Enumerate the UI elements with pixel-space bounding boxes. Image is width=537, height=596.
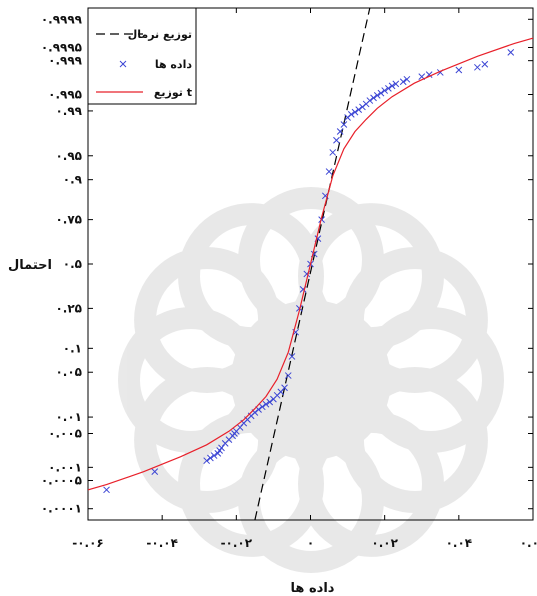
data-point [399, 78, 407, 86]
legend-label: توزیع t [154, 86, 192, 99]
y-tick-label: ۰.۰۱ [55, 410, 82, 424]
data-point [210, 452, 218, 459]
data-point [347, 111, 355, 118]
data-point [207, 454, 214, 462]
data-point [329, 149, 337, 156]
data-point [288, 353, 296, 360]
data-point [370, 94, 377, 102]
y-tick-label: ۰.۷۵ [55, 213, 82, 227]
x-tick-label: -۰.۰۲ [221, 536, 253, 550]
legend-box [87, 7, 197, 105]
data-point [474, 63, 481, 71]
data-point [403, 75, 411, 83]
data-point [103, 486, 110, 494]
y-tick-label: ۰.۹۹۵ [48, 88, 82, 102]
legend-marker [119, 60, 127, 68]
watermark-logo [118, 187, 504, 573]
x-tick-label: ۰.۰۴ [446, 536, 473, 550]
x-axis-label: داده ها [291, 581, 335, 596]
normal-fit-line [254, 8, 371, 520]
data-point [262, 400, 270, 408]
series-layer [88, 8, 533, 520]
data-point [381, 87, 389, 94]
data-point [507, 49, 515, 56]
y-tick-label: ۰.۵ [63, 257, 82, 271]
legend-label: داده ها [155, 58, 192, 71]
y-tick-label: ۰.۲۵ [55, 301, 82, 315]
y-tick-label: ۰.۹۹ [55, 104, 82, 118]
data-point [336, 128, 344, 135]
y-tick-label: ۰.۹۵ [55, 149, 82, 163]
data-point [151, 468, 159, 476]
data-point [284, 372, 292, 379]
y-tick-label: ۰.۰۵ [55, 365, 82, 379]
data-point [385, 85, 392, 92]
x-tick-label: ۰.۰۶ [520, 536, 537, 550]
y-tick-label: ۰.۱ [63, 341, 82, 355]
x-tick-label: ۰.۰۲ [371, 536, 398, 550]
legend: توزیع نرمال داده ها توزیع t [87, 7, 197, 105]
data-point [266, 398, 274, 406]
data-point [203, 457, 211, 465]
data-point [425, 71, 433, 78]
x-tick-label: ۰ [307, 536, 314, 550]
t-fit-line [88, 37, 533, 491]
data-point [281, 384, 288, 392]
data-point [340, 121, 348, 128]
data-point [388, 82, 396, 90]
y-tick-label: ۰.۰۰۱ [48, 460, 82, 474]
y-tick-label: ۰.۹۹۹۹ [41, 12, 83, 26]
data-point [373, 92, 381, 99]
x-tick-label: -۰.۰۶ [72, 536, 104, 550]
data-point [351, 108, 359, 116]
y-tick-label: ۰.۰۰۰۱ [41, 502, 82, 516]
data-point [218, 444, 225, 452]
data-point [366, 97, 374, 104]
data-point [325, 168, 333, 175]
y-tick-label: ۰.۰۰۵ [48, 426, 82, 440]
x-tick-label: -۰.۰۴ [146, 536, 178, 550]
data-point [377, 89, 385, 97]
data-point [392, 80, 400, 88]
data-point [481, 60, 489, 68]
y-axis-label: احتمال [8, 258, 52, 273]
y-tick-label: ۰.۹۹۹ [48, 54, 83, 68]
data-point [355, 106, 363, 114]
data-point [258, 403, 266, 411]
legend-label: توزیع نرمال [128, 28, 192, 41]
y-tick-label: ۰.۹۹۹۵ [41, 40, 82, 54]
y-tick-label: ۰.۹ [63, 173, 83, 187]
data-point [214, 450, 222, 457]
data-point [333, 136, 340, 144]
data-point [455, 66, 463, 74]
y-tick-label: ۰.۰۰۰۵ [41, 474, 82, 488]
